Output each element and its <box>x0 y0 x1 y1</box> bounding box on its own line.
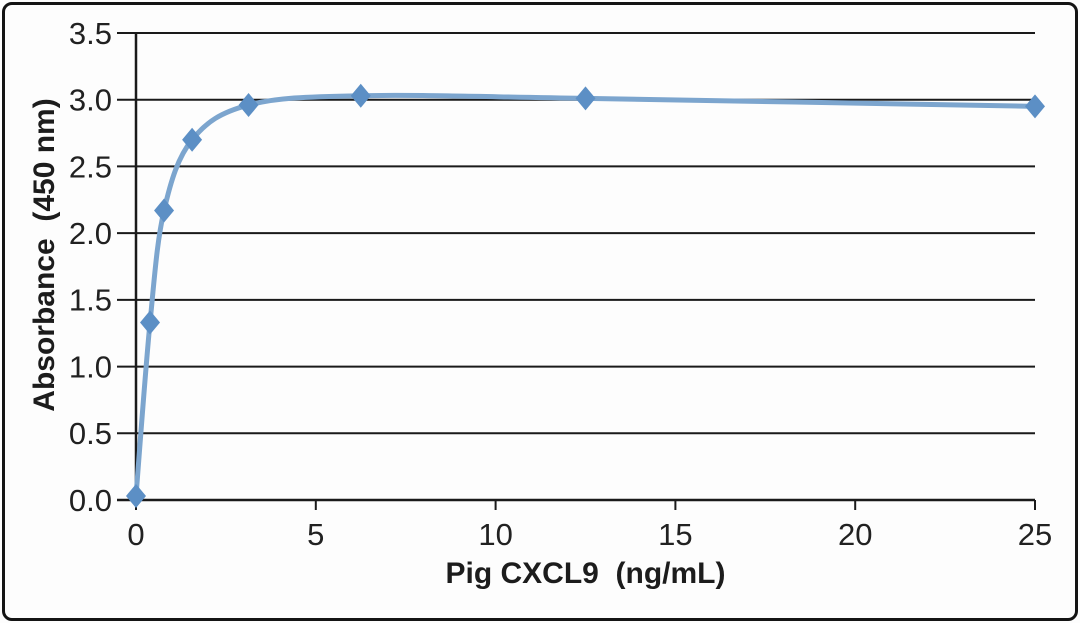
x-tick-label: 20 <box>838 517 872 552</box>
x-axis-title: Pig CXCL9 (ng/mL) <box>445 557 726 590</box>
x-tick-label: 5 <box>307 517 324 552</box>
y-tick-label: 1.5 <box>69 283 112 318</box>
y-tick-label: 3.5 <box>69 16 112 51</box>
x-tick-label: 15 <box>658 517 692 552</box>
data-point-marker <box>350 83 371 108</box>
y-tick-label: 0.0 <box>69 483 112 518</box>
y-axis-title: Absorbance (450 nm) <box>28 98 61 412</box>
data-point-marker <box>1025 94 1045 119</box>
data-point-marker <box>154 198 175 223</box>
y-tick-label: 2.5 <box>69 149 112 184</box>
y-tick-label: 3.0 <box>69 83 112 118</box>
y-tick-label: 0.5 <box>69 416 112 451</box>
x-tick-label: 10 <box>478 517 512 552</box>
data-point-marker <box>126 483 146 508</box>
data-point-marker <box>182 127 203 152</box>
x-tick-label: 0 <box>127 517 144 552</box>
x-tick-label: 25 <box>1018 517 1052 552</box>
y-tick-label: 2.0 <box>69 216 112 251</box>
y-tick-label: 1.0 <box>69 349 112 384</box>
data-point-marker <box>140 310 161 335</box>
data-point-marker <box>238 93 259 118</box>
data-point-marker <box>575 86 596 111</box>
